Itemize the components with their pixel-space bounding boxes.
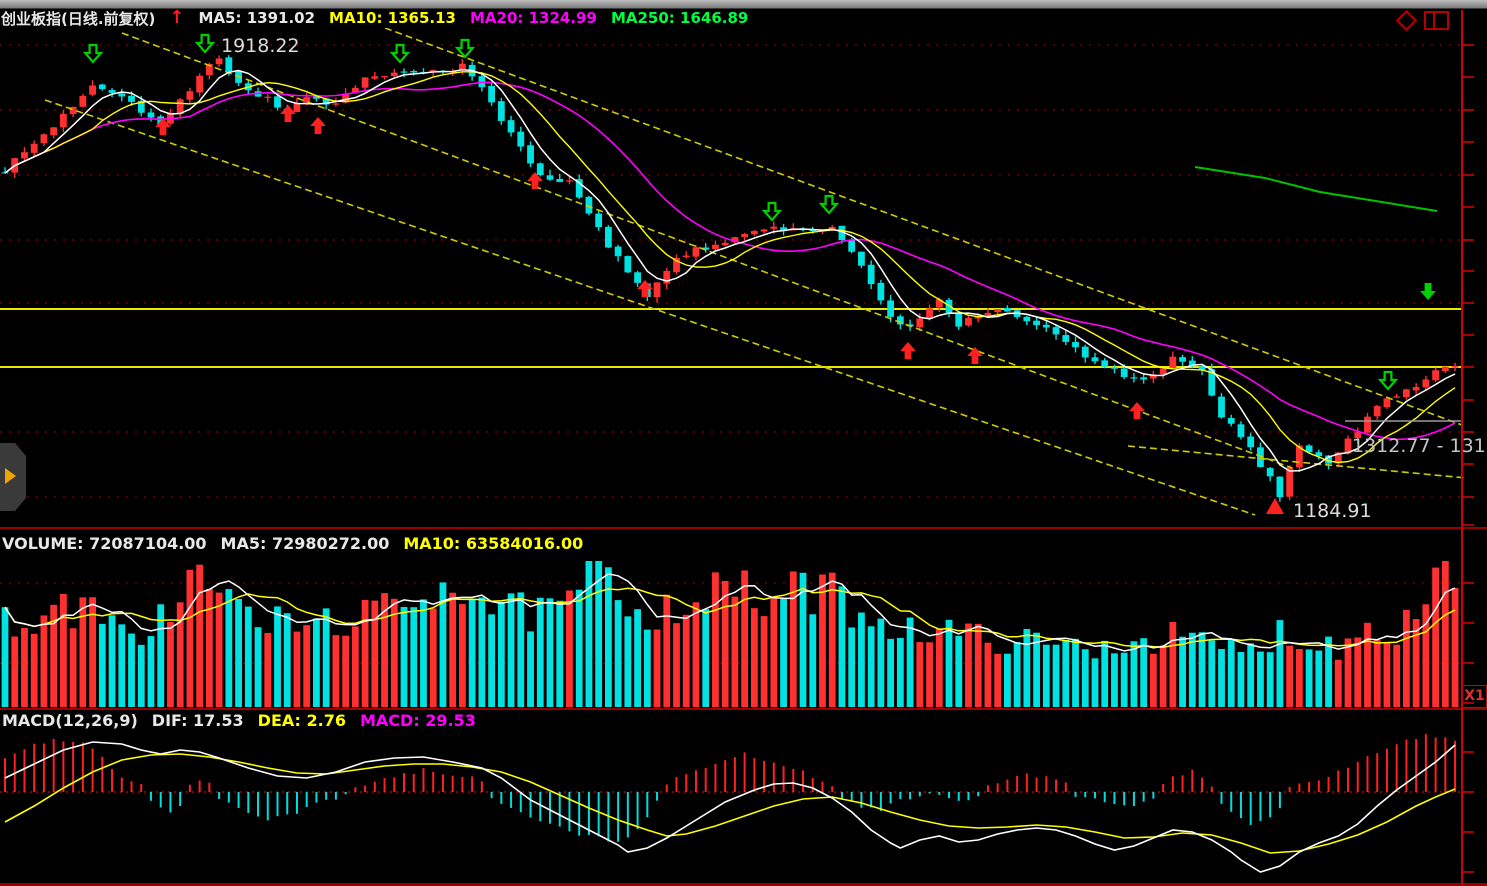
expand-arrow-icon (5, 468, 16, 484)
volume-ma5-value: MA5: 72980272.00 (220, 533, 390, 553)
up-arrow-icon: ↑ (169, 7, 185, 28)
sidebar-expander[interactable] (0, 443, 26, 511)
ma5-value: MA5: 1391.02 (198, 9, 316, 27)
bottom-border (0, 883, 1487, 886)
dif-value: DIF: 17.53 (151, 711, 244, 730)
window-titlebar (0, 0, 1487, 9)
ma20-value: MA20: 1324.99 (469, 9, 597, 27)
split-window-icon[interactable] (1424, 11, 1449, 30)
svg-text:1918.22: 1918.22 (221, 35, 300, 57)
macd-header: MACD(12,26,9) DIF: 17.53 DEA: 2.76 MACD:… (2, 709, 476, 732)
volume-pane[interactable] (0, 529, 1487, 708)
ma10-value: MA10: 1365.13 (329, 9, 456, 27)
macd-value: MACD: 29.53 (360, 711, 476, 730)
macd-name: MACD(12,26,9) (2, 711, 138, 730)
symbol-title: 创业板指(日线.前复权) (1, 9, 156, 28)
svg-text:1312.77 - 131: 1312.77 - 131 (1352, 435, 1486, 457)
pane-layout-tag[interactable]: X1 (1462, 685, 1487, 708)
price-axis-line (1461, 10, 1463, 884)
ma250-value: MA250: 1646.89 (610, 9, 749, 27)
svg-text:1184.91: 1184.91 (1293, 500, 1372, 522)
pane-separator (0, 708, 1487, 710)
main-chart-header: 创业板指(日线.前复权) ↑ MA5: 1391.02 MA10: 1365.1… (1, 8, 748, 28)
volume-value: VOLUME: 72087104.00 (2, 533, 207, 553)
volume-header: VOLUME: 72087104.00 MA5: 72980272.00 MA1… (2, 531, 583, 555)
volume-ma10-value: MA10: 63584016.00 (403, 533, 584, 553)
pane-separator (0, 527, 1487, 529)
macd-pane[interactable] (0, 733, 1487, 884)
dea-value: DEA: 2.76 (257, 711, 346, 730)
main-candlestick-pane[interactable]: 1918.22 1184.91 1312.77 - 131 (0, 28, 1487, 527)
